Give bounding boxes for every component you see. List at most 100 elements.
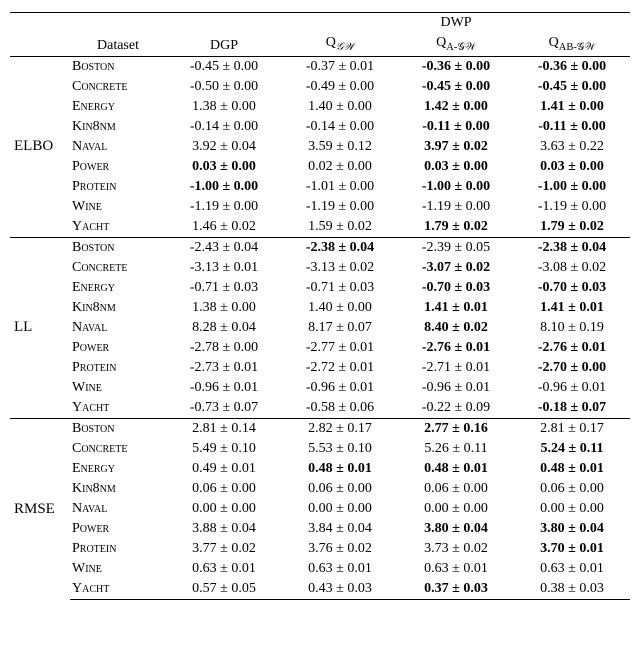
dataset-name: Concrete [70,258,166,278]
value-cell: -2.43 ± 0.04 [166,237,282,258]
value-cell: -0.37 ± 0.01 [282,56,398,77]
value-cell: 0.02 ± 0.00 [282,157,398,177]
value-cell: -0.14 ± 0.00 [282,117,398,137]
value-cell: 3.70 ± 0.01 [514,539,630,559]
value-cell: 0.43 ± 0.03 [282,579,398,600]
dataset-name: Boston [70,418,166,439]
value-cell: 0.63 ± 0.01 [398,559,514,579]
value-cell: 0.06 ± 0.00 [514,479,630,499]
value-cell: -0.45 ± 0.00 [166,56,282,77]
value-cell: 0.00 ± 0.00 [514,499,630,519]
value-cell: 0.03 ± 0.00 [398,157,514,177]
value-cell: 0.03 ± 0.00 [514,157,630,177]
results-table: Dataset DGP DWP Q𝒢𝒲 QA-𝒢𝒲 QAB-𝒢𝒲 ELBOBos… [10,12,630,600]
header-dgp: DGP [166,13,282,57]
value-cell: 1.79 ± 0.02 [398,217,514,238]
value-cell: 1.41 ± 0.00 [514,97,630,117]
value-cell: -2.78 ± 0.00 [166,338,282,358]
value-cell: 0.00 ± 0.00 [398,499,514,519]
value-cell: -0.14 ± 0.00 [166,117,282,137]
value-cell: -1.00 ± 0.00 [398,177,514,197]
dataset-name: Protein [70,177,166,197]
value-cell: 0.48 ± 0.01 [398,459,514,479]
header-q-agw: QA-𝒢𝒲 [398,33,514,56]
value-cell: -3.13 ± 0.01 [166,258,282,278]
value-cell: 8.28 ± 0.04 [166,318,282,338]
value-cell: 1.38 ± 0.00 [166,97,282,117]
value-cell: 2.81 ± 0.17 [514,418,630,439]
value-cell: -0.96 ± 0.01 [166,378,282,398]
value-cell: -2.73 ± 0.01 [166,358,282,378]
value-cell: 0.37 ± 0.03 [398,579,514,600]
value-cell: 5.53 ± 0.10 [282,439,398,459]
value-cell: 1.79 ± 0.02 [514,217,630,238]
value-cell: -1.01 ± 0.00 [282,177,398,197]
value-cell: -0.71 ± 0.03 [166,278,282,298]
value-cell: 0.48 ± 0.01 [514,459,630,479]
value-cell: -1.19 ± 0.00 [166,197,282,217]
value-cell: -0.50 ± 0.00 [166,77,282,97]
value-cell: -0.58 ± 0.06 [282,398,398,419]
value-cell: 3.63 ± 0.22 [514,137,630,157]
dataset-name: Wine [70,559,166,579]
value-cell: 3.80 ± 0.04 [398,519,514,539]
value-cell: 0.06 ± 0.00 [398,479,514,499]
value-cell: -1.19 ± 0.00 [398,197,514,217]
value-cell: -0.49 ± 0.00 [282,77,398,97]
value-cell: 1.59 ± 0.02 [282,217,398,238]
value-cell: -0.96 ± 0.01 [514,378,630,398]
dataset-name: Naval [70,499,166,519]
value-cell: -1.19 ± 0.00 [514,197,630,217]
dataset-name: Kin8nm [70,298,166,318]
value-cell: -2.72 ± 0.01 [282,358,398,378]
value-cell: -0.70 ± 0.03 [398,278,514,298]
value-cell: -2.77 ± 0.01 [282,338,398,358]
value-cell: -2.70 ± 0.00 [514,358,630,378]
value-cell: 5.49 ± 0.10 [166,439,282,459]
dataset-name: Protein [70,539,166,559]
value-cell: 2.77 ± 0.16 [398,418,514,439]
value-cell: 1.42 ± 0.00 [398,97,514,117]
value-cell: 0.48 ± 0.01 [282,459,398,479]
dataset-name: Wine [70,378,166,398]
value-cell: -2.71 ± 0.01 [398,358,514,378]
dataset-name: Power [70,157,166,177]
header-q-gw: Q𝒢𝒲 [282,33,398,56]
value-cell: -0.45 ± 0.00 [398,77,514,97]
dataset-name: Naval [70,137,166,157]
value-cell: 0.06 ± 0.00 [282,479,398,499]
dataset-name: Protein [70,358,166,378]
value-cell: -0.36 ± 0.00 [398,56,514,77]
dataset-name: Energy [70,97,166,117]
value-cell: -0.11 ± 0.00 [514,117,630,137]
value-cell: 8.40 ± 0.02 [398,318,514,338]
value-cell: 1.38 ± 0.00 [166,298,282,318]
value-cell: -2.38 ± 0.04 [514,237,630,258]
value-cell: 8.17 ± 0.07 [282,318,398,338]
value-cell: -2.76 ± 0.01 [398,338,514,358]
group-label: LL [10,237,70,418]
value-cell: 0.63 ± 0.01 [166,559,282,579]
dataset-name: Energy [70,278,166,298]
dataset-name: Boston [70,56,166,77]
value-cell: -0.18 ± 0.07 [514,398,630,419]
dataset-name: Kin8nm [70,117,166,137]
group-label: RMSE [10,418,70,599]
value-cell: 0.00 ± 0.00 [282,499,398,519]
header-dataset: Dataset [70,13,166,57]
dataset-name: Boston [70,237,166,258]
value-cell: 2.81 ± 0.14 [166,418,282,439]
value-cell: 0.00 ± 0.00 [166,499,282,519]
value-cell: 3.97 ± 0.02 [398,137,514,157]
value-cell: -0.71 ± 0.03 [282,278,398,298]
dataset-name: Naval [70,318,166,338]
value-cell: 8.10 ± 0.19 [514,318,630,338]
value-cell: 0.57 ± 0.05 [166,579,282,600]
value-cell: -0.96 ± 0.01 [398,378,514,398]
dataset-name: Power [70,338,166,358]
dataset-name: Yacht [70,579,166,600]
value-cell: 0.06 ± 0.00 [166,479,282,499]
value-cell: -1.00 ± 0.00 [166,177,282,197]
value-cell: -0.70 ± 0.03 [514,278,630,298]
value-cell: -1.19 ± 0.00 [282,197,398,217]
